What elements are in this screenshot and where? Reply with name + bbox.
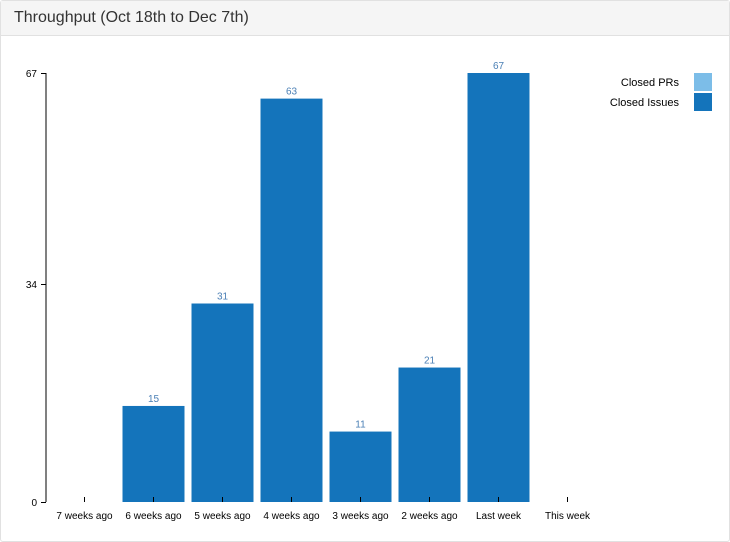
bar[interactable]: [122, 405, 185, 502]
x-tick-label: 6 weeks ago: [125, 511, 182, 522]
panel-title: Throughput (Oct 18th to Dec 7th): [14, 9, 249, 26]
legend-swatch: [694, 93, 712, 111]
x-tick-label: 3 weeks ago: [332, 511, 389, 522]
bar[interactable]: [260, 98, 323, 502]
bar[interactable]: [329, 431, 392, 502]
x-tick-label: 5 weeks ago: [194, 511, 251, 522]
bar[interactable]: [191, 303, 254, 502]
throughput-chart: 0 34 67 7 weeks ago 15 6 weeks ago 31 5 weeks a…: [26, 61, 712, 522]
legend-label: Closed Issues: [610, 97, 680, 109]
legend-label: Closed PRs: [621, 77, 680, 89]
bar-value-label: 31: [217, 292, 229, 303]
bar[interactable]: [467, 73, 530, 502]
legend-swatch: [694, 73, 712, 91]
panel-header: Throughput (Oct 18th to Dec 7th): [1, 1, 729, 36]
bar-value-label: 11: [355, 420, 366, 431]
x-tick-label: 2 weeks ago: [401, 511, 458, 522]
bar[interactable]: [398, 367, 461, 502]
y-tick-label: 67: [26, 69, 38, 80]
bar-value-label: 15: [148, 394, 160, 405]
x-tick-label: This week: [545, 511, 591, 522]
bar-value-label: 67: [493, 61, 505, 72]
bar-value-label: 21: [424, 356, 436, 367]
y-tick-label: 0: [31, 498, 37, 509]
bar-value-label: 63: [286, 87, 298, 98]
x-tick-label: 7 weeks ago: [56, 511, 113, 522]
x-tick-label: Last week: [476, 511, 522, 522]
y-tick-label: 34: [26, 280, 38, 291]
x-tick-label: 4 weeks ago: [263, 511, 320, 522]
